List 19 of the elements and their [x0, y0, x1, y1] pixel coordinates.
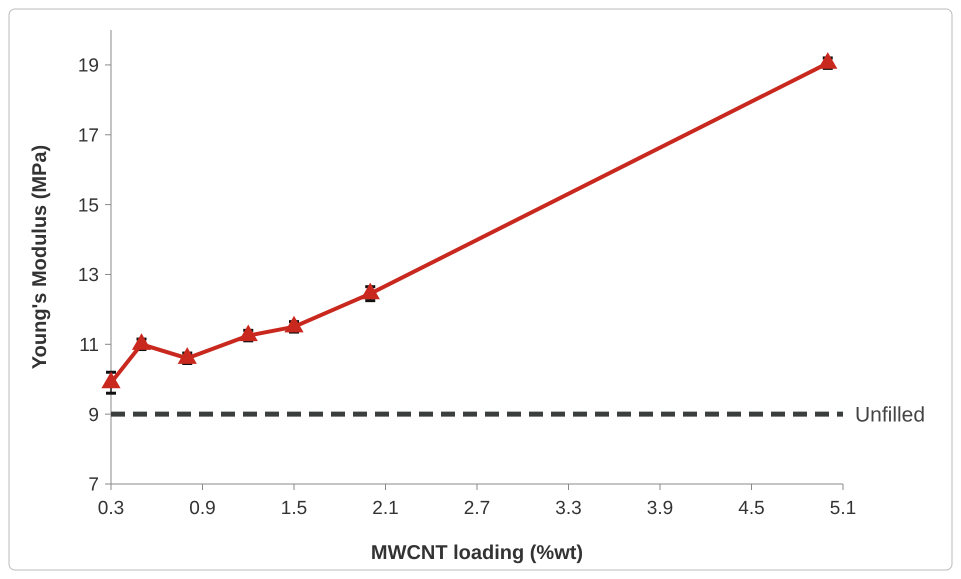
y-axis-title: Young's Modulus (MPa) — [29, 144, 51, 370]
x-axis-title: MWCNT loading (%wt) — [370, 542, 584, 564]
x-tick-label: 2.7 — [464, 498, 490, 519]
y-tick-label: 13 — [78, 265, 99, 286]
y-tick-label: 19 — [78, 56, 99, 77]
y-tick-label: 11 — [79, 334, 99, 356]
ref-line-label: Unfilled — [855, 404, 926, 427]
x-tick-label: 1.5 — [280, 498, 308, 519]
y-tick-label: 7 — [88, 474, 99, 496]
x-tick-label: 4.5 — [738, 498, 765, 519]
x-tick-label: 0.3 — [98, 498, 124, 519]
x-tick-label: 2.1 — [372, 498, 399, 519]
y-tick-label: 9 — [88, 404, 99, 426]
x-tick-label: 3.9 — [646, 498, 674, 519]
y-tick-label: 15 — [78, 195, 99, 216]
x-tick-label: 3.3 — [555, 498, 582, 519]
y-tick-label: 17 — [78, 125, 99, 146]
x-tick-label: 0.9 — [189, 498, 216, 519]
x-tick-label: 5.1 — [830, 498, 856, 519]
